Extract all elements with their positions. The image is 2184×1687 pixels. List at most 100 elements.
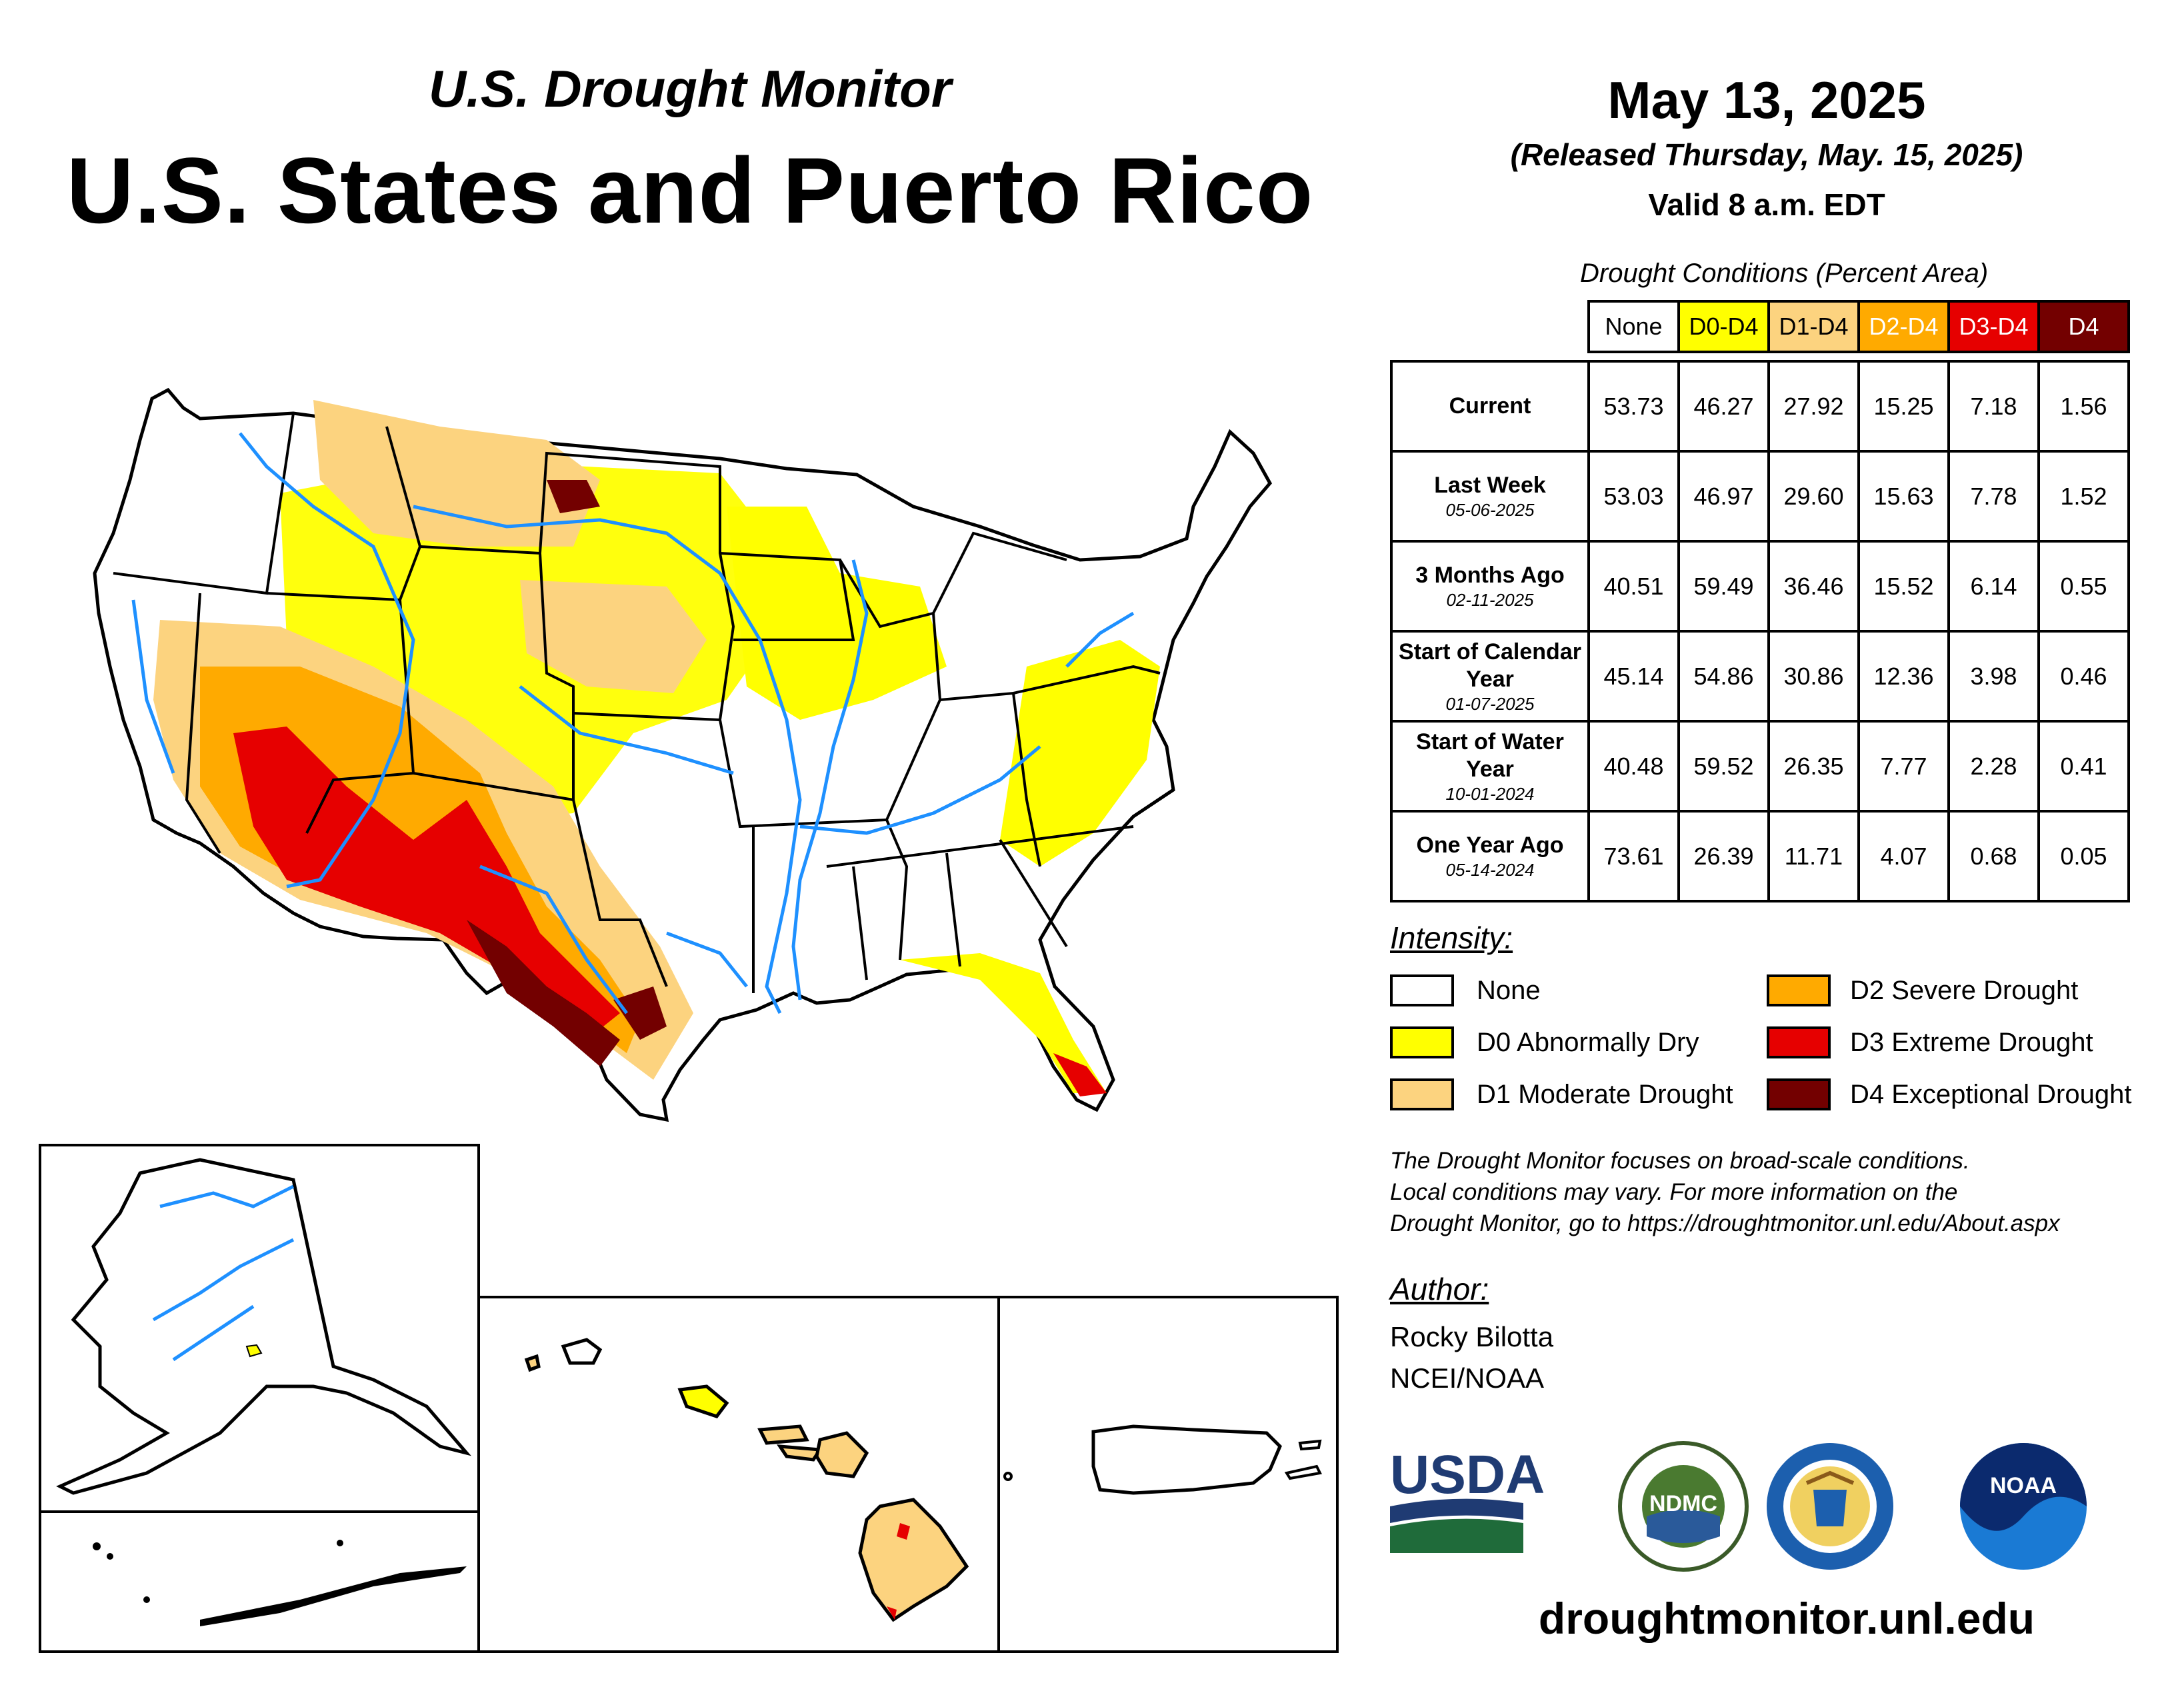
hawaii-islands <box>524 1338 969 1622</box>
table-cell: 15.25 <box>1857 360 1950 453</box>
legend-swatch-d1 <box>1390 1078 1454 1110</box>
legend-label-none: None <box>1477 976 1541 1005</box>
drought-map <box>39 387 1339 1653</box>
aleutian-inset-frame <box>39 1510 480 1653</box>
table-row-current: Current 53.73 46.27 27.92 15.25 7.18 1.5… <box>1390 360 2130 453</box>
map-title: U.S. States and Puerto Rico <box>66 138 1314 243</box>
d0-midwest <box>727 507 947 720</box>
noaa-logo-text: NOAA <box>1990 1473 2057 1498</box>
noaa-logo: NOAA <box>1960 1443 2087 1570</box>
note-line: Drought Monitor, go to https://droughtmo… <box>1390 1210 2060 1236</box>
legend-swatch-d4 <box>1767 1078 1831 1110</box>
table-cell: 0.68 <box>1947 810 2040 902</box>
legend-label-d0: D0 Abnormally Dry <box>1477 1028 1699 1057</box>
footer-url[interactable]: droughtmonitor.unl.edu <box>1538 1594 2035 1643</box>
table-cell: 46.97 <box>1677 450 1770 543</box>
table-row-one-year-ago: One Year Ago 05-14-2024 73.61 26.39 11.71… <box>1390 810 2130 902</box>
d1-north <box>313 400 600 547</box>
col-d0-d4: D0-D4 <box>1677 300 1770 353</box>
legend-swatch-d0 <box>1390 1026 1454 1058</box>
table-cell: 53.73 <box>1587 360 1680 453</box>
release-date: (Released Thursday, May. 15, 2025) <box>1510 137 2023 172</box>
note-line: Local conditions may vary. For more info… <box>1390 1179 1958 1205</box>
d1-plains <box>520 580 707 693</box>
author-name: Rocky Bilotta <box>1390 1321 1554 1352</box>
map-date: May 13, 2025 <box>1607 71 1926 129</box>
table-cell: 3.98 <box>1947 630 2040 723</box>
row-label: Current <box>1390 360 1590 453</box>
legend-swatch-d2 <box>1767 974 1831 1006</box>
table-cell: 12.36 <box>1857 630 1950 723</box>
valid-time: Valid 8 a.m. EDT <box>1648 187 1885 222</box>
author-heading: Author: <box>1390 1272 1489 1306</box>
table-corner <box>1391 301 1589 352</box>
table-cell: 1.52 <box>2037 450 2130 543</box>
row-label: Start of Calendar Year 01-07-2025 <box>1390 630 1590 723</box>
legend-label-d4: D4 Exceptional Drought <box>1850 1080 2132 1109</box>
table-cell: 0.46 <box>2037 630 2130 723</box>
d4-texas <box>467 920 620 1066</box>
legend-swatch-none <box>1390 974 1454 1006</box>
table-cell: 54.86 <box>1677 630 1770 723</box>
drought-conditions-table: None D0-D4 D1-D4 D2-D4 D3-D4 D4 Current … <box>1390 300 2130 902</box>
d4-texas-south <box>613 986 667 1040</box>
table-cell: 0.41 <box>2037 720 2130 813</box>
ndmc-logo-text: NDMC <box>1649 1491 1717 1516</box>
map-subtitle: U.S. Drought Monitor <box>428 59 952 118</box>
commerce-seal-logo <box>1767 1443 1893 1570</box>
table-cell: 59.52 <box>1677 720 1770 813</box>
table-cell: 27.92 <box>1767 360 1860 453</box>
col-d3-d4: D3-D4 <box>1947 300 2040 353</box>
table-cell: 40.48 <box>1587 720 1680 813</box>
table-cell: 7.77 <box>1857 720 1950 813</box>
table-cell: 7.78 <box>1947 450 2040 543</box>
table-cell: 59.49 <box>1677 540 1770 633</box>
note-line: The Drought Monitor focuses on broad-sca… <box>1390 1148 1970 1174</box>
table-cell: 26.39 <box>1677 810 1770 902</box>
d0-florida <box>900 953 1107 1093</box>
table-cell: 26.35 <box>1767 720 1860 813</box>
usda-logo-text: USDA <box>1390 1444 1545 1505</box>
col-d4: D4 <box>2037 300 2130 353</box>
legend-label-d2: D2 Severe Drought <box>1850 976 2079 1005</box>
table-cell: 45.14 <box>1587 630 1680 723</box>
table-cell: 6.14 <box>1947 540 2040 633</box>
table-row-start-calendar-year: Start of Calendar Year 01-07-2025 45.14 5… <box>1390 630 2130 723</box>
conus-map <box>93 387 1273 1122</box>
row-label: Start of Water Year 10-01-2024 <box>1390 720 1590 813</box>
alaska-rivers <box>152 1184 295 1362</box>
table-header-row: None D0-D4 D1-D4 D2-D4 D3-D4 D4 <box>1391 300 2130 353</box>
table-cell: 30.86 <box>1767 630 1860 723</box>
puerto-rico-outline <box>1091 1424 1282 1495</box>
alaska-d0 <box>245 1344 263 1358</box>
table-spacer <box>1391 352 2129 361</box>
col-d2-d4: D2-D4 <box>1857 300 1950 353</box>
state-borders <box>113 413 1161 993</box>
row-label: One Year Ago 05-14-2024 <box>1390 810 1590 902</box>
table-row-start-water-year: Start of Water Year 10-01-2024 40.48 59.5… <box>1390 720 2130 813</box>
table-cell: 2.28 <box>1947 720 2040 813</box>
author-org: NCEI/NOAA <box>1390 1362 1545 1394</box>
author-block: Rocky Bilotta NCEI/NOAA <box>1390 1316 1553 1399</box>
disclaimer-note: The Drought Monitor focuses on broad-sca… <box>1390 1145 2177 1239</box>
d3-southwest <box>233 727 620 1040</box>
table-cell: 11.71 <box>1767 810 1860 902</box>
d4-montana <box>547 480 600 513</box>
partner-logos: USDA NDMC NOAA <box>1390 1441 2087 1572</box>
row-label: Last Week 05-06-2025 <box>1390 450 1590 543</box>
legend-swatch-d3 <box>1767 1026 1831 1058</box>
legend-label-d3: D3 Extreme Drought <box>1850 1028 2093 1057</box>
table-cell: 0.05 <box>2037 810 2130 902</box>
table-cell: 53.03 <box>1587 450 1680 543</box>
col-d1-d4: D1-D4 <box>1767 300 1860 353</box>
legend-label-d1: D1 Moderate Drought <box>1477 1080 1733 1109</box>
col-none: None <box>1587 300 1680 353</box>
alaska-outline <box>56 1158 472 1495</box>
row-label: 3 Months Ago 02-11-2025 <box>1390 540 1590 633</box>
table-cell: 46.27 <box>1677 360 1770 453</box>
legend-title: Intensity: <box>1390 920 1513 955</box>
table-cell: 0.55 <box>2037 540 2130 633</box>
usda-logo: USDA <box>1390 1444 1545 1553</box>
table-row-last-week: Last Week 05-06-2025 53.03 46.97 29.60 15… <box>1390 450 2130 543</box>
ndmc-logo: NDMC <box>1618 1441 1749 1572</box>
